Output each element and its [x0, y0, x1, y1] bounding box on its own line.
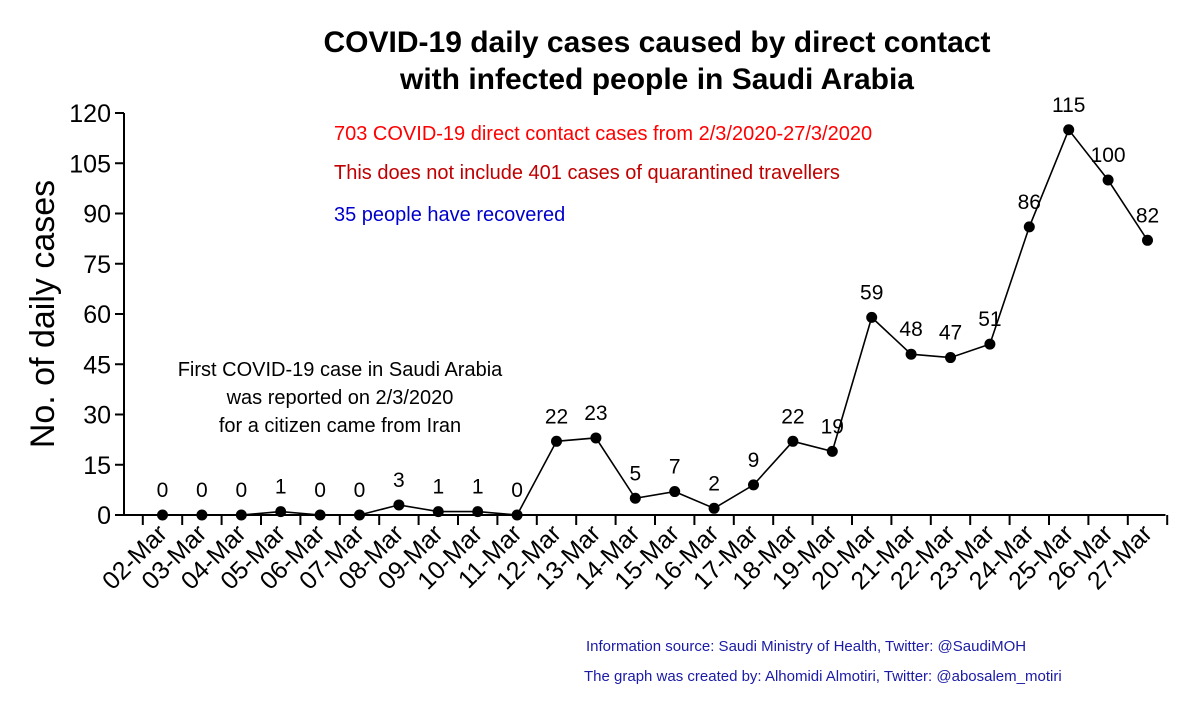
note-excluded-travellers: This does not include 401 cases of quara…: [334, 162, 840, 184]
data-label: 1: [275, 476, 287, 499]
data-label: 22: [781, 405, 804, 428]
data-point: [866, 311, 878, 323]
data-label: 23: [584, 402, 607, 425]
data-label: 0: [196, 479, 208, 502]
data-label: 48: [899, 318, 922, 341]
y-tick-label: 45: [83, 351, 111, 379]
y-tick-label: 90: [83, 201, 111, 229]
data-point: [984, 338, 996, 350]
data-point: [826, 445, 838, 457]
y-tick-label: 0: [97, 502, 111, 530]
data-label: 3: [393, 469, 405, 492]
data-label: 0: [314, 479, 326, 502]
y-tick-label: 30: [83, 402, 111, 430]
data-point: [472, 506, 484, 518]
y-tick-label: 120: [69, 100, 111, 128]
data-point: [511, 509, 523, 521]
data-label: 86: [1018, 191, 1041, 214]
series-polyline: [162, 128, 1149, 516]
y-tick-label: 60: [83, 301, 111, 329]
data-label: 5: [629, 462, 641, 485]
data-point: [748, 479, 759, 491]
annotation-line-1: First COVID-19 case in Saudi Arabia: [178, 359, 503, 381]
data-label: 9: [748, 449, 760, 472]
data-label: 51: [978, 308, 1001, 331]
footer-source: Information source: Saudi Ministry of He…: [586, 638, 1026, 655]
data-label: 59: [860, 281, 883, 304]
series-line: [157, 124, 1153, 521]
data-point: [314, 509, 326, 521]
chart-title-line-1: COVID-19 daily cases caused by direct co…: [324, 26, 991, 59]
chart-title-line-2: with infected people in Saudi Arabia: [399, 63, 914, 96]
data-point: [354, 509, 365, 521]
data-label: 7: [669, 456, 681, 479]
data-point: [1102, 174, 1114, 186]
data-label: 22: [545, 405, 568, 428]
data-label: 1: [472, 476, 484, 499]
data-label: 0: [157, 479, 169, 502]
data-label: 115: [1052, 94, 1085, 117]
data-label: 0: [354, 479, 366, 502]
data-label: 0: [235, 479, 247, 502]
y-tick-label: 105: [69, 150, 111, 178]
note-recovered: 35 people have recovered: [334, 204, 565, 226]
data-point: [669, 486, 681, 498]
data-point: [905, 348, 917, 360]
data-point: [1023, 221, 1035, 233]
data-label: 19: [821, 415, 844, 438]
footer-credit: The graph was created by: Alhomidi Almot…: [584, 668, 1062, 685]
y-axis-label: No. of daily cases: [24, 180, 62, 448]
data-point: [1142, 234, 1153, 246]
note-total-cases: 703 COVID-19 direct contact cases from 2…: [334, 123, 872, 145]
data-label: 47: [939, 322, 962, 345]
data-point: [551, 435, 562, 447]
data-point: [275, 506, 287, 518]
annotation-line-3: for a citizen came from Iran: [219, 415, 461, 437]
data-point: [629, 492, 641, 504]
data-label: 82: [1136, 204, 1159, 227]
data-point: [196, 509, 208, 521]
data-point: [945, 352, 956, 364]
data-label: 1: [432, 476, 444, 499]
data-point: [432, 506, 444, 518]
data-point: [1063, 124, 1075, 136]
annotation-line-2: was reported on 2/3/2020: [226, 387, 454, 409]
y-tick-label: 75: [83, 251, 111, 279]
data-point: [590, 432, 602, 444]
data-point: [787, 435, 799, 447]
data-point: [235, 509, 247, 521]
data-label: 0: [511, 479, 523, 502]
data-label: 100: [1091, 144, 1126, 167]
y-tick-label: 15: [83, 452, 111, 480]
data-point: [708, 502, 720, 514]
data-label: 2: [708, 472, 720, 495]
data-point: [157, 509, 168, 521]
data-point: [393, 499, 405, 511]
